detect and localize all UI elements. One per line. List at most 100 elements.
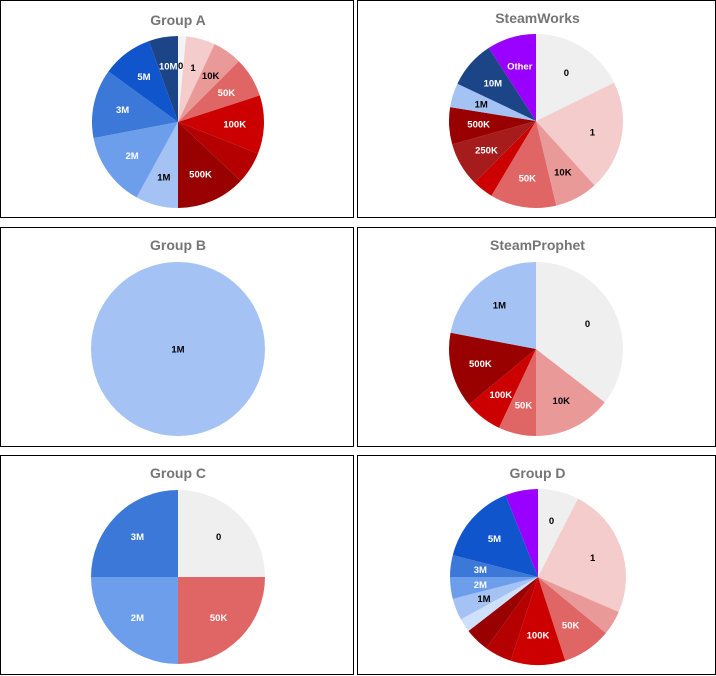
pie-slice-1 [538, 498, 626, 612]
slice-label: 5M [488, 534, 501, 545]
pie-slice-50k [498, 349, 536, 436]
pie-slice-1m [91, 262, 265, 436]
slice-label: 100K [527, 631, 550, 642]
pie-slice-0 [536, 34, 615, 121]
slice-label: 1 [590, 127, 596, 138]
slice-label: 10K [553, 396, 571, 407]
slice-label: 0 [585, 319, 590, 330]
slice-label: 2M [131, 613, 144, 624]
pie-slice-10k [178, 44, 239, 122]
pie-slice-500k [448, 107, 536, 145]
pie-slice-10m [457, 47, 536, 121]
slice-label: 1M [493, 300, 506, 311]
pie-slice-50k [538, 577, 606, 661]
panel-steamprophet: SteamProphet 0 10K 50K 100K 500K 1M [357, 227, 716, 447]
pie-slice-2m [450, 577, 538, 599]
pie-slice-1m [452, 577, 538, 620]
slice-label: 100K [223, 119, 246, 130]
panel-group-c: Group C 0 50K 2M 3M [0, 455, 354, 675]
pie-slice-1 [178, 36, 215, 122]
chart-title: Group A [150, 12, 205, 28]
slice-label: 500K [469, 359, 492, 370]
pie-slice-3m [450, 555, 538, 577]
slice-label: Other [507, 61, 533, 72]
pie-slice-100k [468, 349, 536, 428]
pie-slice-0 [178, 36, 187, 122]
pie-slice-3m [91, 71, 178, 139]
slice-label: 0 [216, 532, 221, 543]
pie-slice-250k [452, 121, 536, 183]
pie-chart-group-b: Group B 1M [91, 237, 265, 436]
pie-slice-1m [136, 122, 178, 208]
slice-label: 3M [131, 532, 144, 543]
pie-slice-10k [536, 349, 605, 436]
slice-label: 1M [477, 594, 490, 605]
pie-slice-50k [491, 121, 557, 208]
slice-label: 0 [178, 61, 183, 72]
panel-steamworks: SteamWorks 0 1 10K 50K 250K 500K 1M 10M Other [357, 0, 716, 218]
slice-label: 10M [484, 79, 503, 90]
slice-label: 50K [519, 173, 537, 184]
pie-slice-500k [178, 122, 241, 208]
slice-label: 0 [549, 516, 554, 527]
pie-slice-0 [178, 490, 265, 577]
slice-label: 100K [489, 390, 512, 401]
pie-slice-0 [536, 262, 623, 403]
panel-group-a: Group A 0 1 10K 50K 100K 500K 1M 2M 3M 5M 10M [0, 0, 354, 218]
chart-title: Group D [510, 465, 566, 481]
pie-slice-1m [450, 262, 536, 349]
slice-label: 50K [218, 88, 236, 99]
pie-slice-100k [178, 95, 265, 154]
pie-slice-2m [93, 122, 178, 198]
pie-chart-steamworks: SteamWorks 0 1 10K 50K 250K 500K 1M 10M Other [448, 10, 623, 208]
pie-slice-500k [448, 332, 536, 405]
pie-slice-100k [510, 577, 566, 665]
slice-label: 3M [116, 105, 129, 116]
slice-label: 1M [475, 99, 488, 110]
pie-slice-2 [538, 577, 619, 634]
pie-slice-2m [91, 577, 178, 664]
slice-label: 10K [202, 71, 220, 82]
pie-slice-1m [450, 83, 536, 121]
slice-label: 1 [190, 63, 196, 74]
slice-label: 3M [474, 565, 487, 576]
slice-label: 50K [562, 621, 580, 632]
slice-label: 10K [554, 167, 572, 178]
chart-title: SteamProphet [490, 237, 585, 253]
pie-slice-50k [178, 577, 265, 664]
pie-slice-5m [108, 41, 178, 122]
slice-label: 0 [564, 68, 569, 79]
slice-label: 5M [137, 72, 150, 83]
pie-slice-5m [452, 495, 538, 577]
pie-slice-1 [536, 82, 623, 186]
pie-chart-group-c: Group C 0 50K 2M 3M [91, 465, 265, 664]
panel-group-b: Group B 1M [0, 227, 354, 447]
pie-slice-6 [468, 577, 538, 649]
pie-slice-7 [460, 577, 538, 631]
chart-title: SteamWorks [495, 10, 580, 26]
chart-title: Group B [150, 237, 206, 253]
slice-label: 50K [210, 613, 228, 624]
pie-chart-group-d: Group D 0 1 50K 100K 1M 2M 3M 5M [450, 465, 626, 665]
pie-slice-5 [486, 577, 538, 661]
slice-label: 1M [171, 345, 184, 356]
pie-slice-10m [148, 36, 178, 122]
slice-label: 2M [125, 151, 138, 162]
slice-label: 250K [475, 146, 498, 157]
chart-title: Group C [150, 465, 206, 481]
slice-label: 50K [515, 401, 533, 412]
pie-slice-3m [91, 490, 178, 577]
slice-label: 2M [474, 580, 487, 591]
panel-group-d: Group D 0 1 50K 100K 1M 2M 3M 5M [357, 455, 716, 675]
slice-label: 1 [590, 553, 596, 564]
pie-slice-0 [538, 489, 578, 577]
pie-slice-other [488, 34, 536, 121]
pie-chart-group-a: Group A 0 1 10K 50K 100K 500K 1M 2M 3M 5M 10M [91, 12, 265, 208]
pie-slice-5 [178, 122, 258, 181]
slice-label: 10M [159, 62, 178, 73]
pie-slice-10k [536, 121, 595, 206]
slice-label: 500K [189, 170, 212, 181]
slice-label: 500K [467, 120, 490, 131]
slice-label: 1M [157, 172, 170, 183]
